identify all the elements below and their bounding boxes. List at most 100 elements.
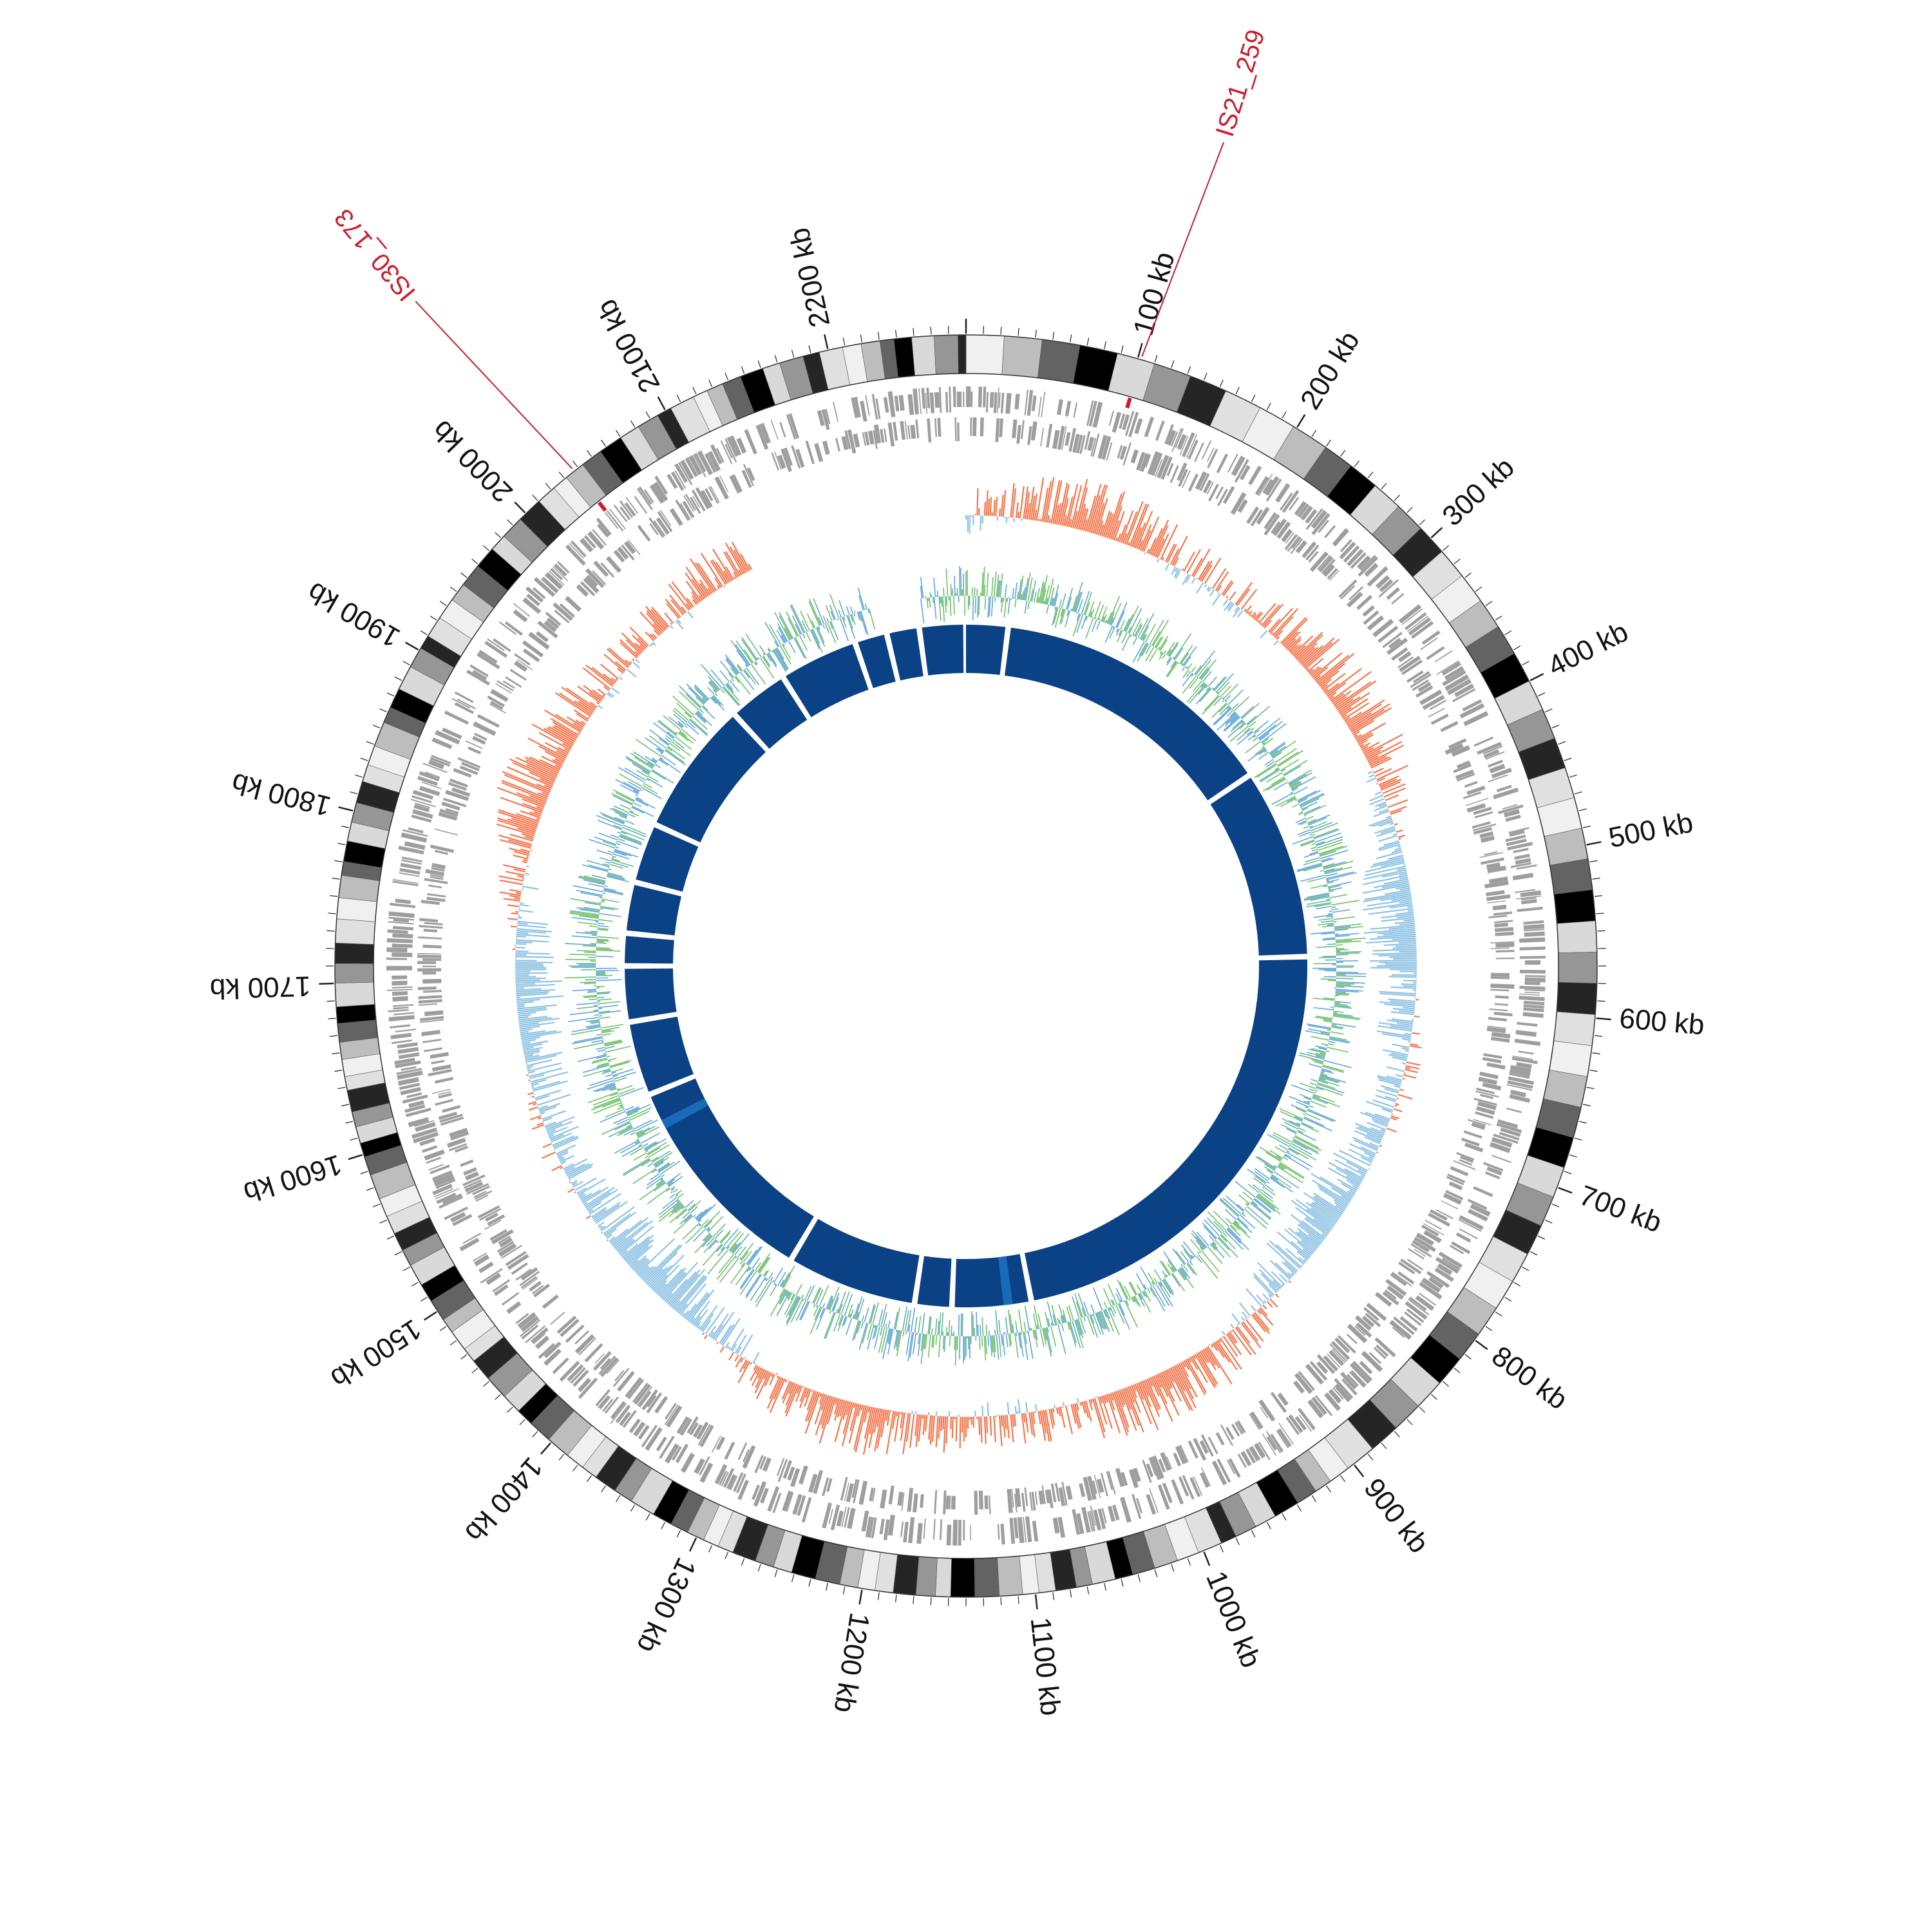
gc-skew-bar — [632, 661, 641, 669]
cds-reverse-feature — [442, 797, 467, 808]
gc-content-bar — [920, 598, 925, 624]
gc-skew-bar — [568, 1166, 593, 1180]
cds-reverse-feature — [1361, 1315, 1375, 1327]
gc-skew-bar — [1336, 1168, 1362, 1183]
gc-content-bar — [596, 979, 622, 981]
cds-reverse-feature — [1052, 430, 1060, 450]
gc-skew-bar — [615, 1220, 654, 1251]
gc-skew-bar — [600, 1225, 606, 1230]
cds-forward-feature — [900, 1521, 904, 1537]
gc-content-bar — [740, 1269, 755, 1290]
gc-content-bar — [1139, 613, 1155, 639]
gc-skew-bar — [1104, 1394, 1109, 1403]
gc-content-bar — [1159, 639, 1168, 651]
cds-forward-feature — [1328, 1388, 1342, 1404]
cds-reverse-feature — [777, 1459, 788, 1482]
gc-content-bar — [1315, 1086, 1323, 1091]
cds-forward-feature — [1524, 931, 1545, 937]
gc-content-bar — [772, 650, 787, 672]
cds-reverse-feature — [1477, 1101, 1497, 1110]
gc-content-bar — [601, 1041, 604, 1043]
gc-content-bar — [1152, 1285, 1166, 1307]
gc-skew-bar — [518, 1017, 552, 1023]
cds-reverse-feature — [522, 649, 540, 663]
gc-content-bar — [1241, 703, 1260, 719]
gc-skew-bar — [1294, 632, 1323, 659]
gc-content-bar — [1162, 1270, 1167, 1278]
gc-content-bar — [833, 1314, 841, 1332]
gc-content-bar — [1073, 582, 1083, 612]
cds-forward-feature — [1515, 895, 1542, 900]
cds-reverse-feature — [1173, 1452, 1182, 1466]
cds-forward-feature — [625, 496, 639, 514]
gc-content-bar — [1244, 1207, 1246, 1209]
cds-reverse-feature — [795, 448, 805, 468]
cds-reverse-feature — [1414, 1248, 1426, 1257]
gc-content-bar — [853, 612, 856, 617]
cds-forward-feature — [553, 566, 569, 582]
gc-content-bar — [625, 755, 651, 773]
gc-skew-bar — [1370, 858, 1405, 868]
gc-content-bar — [1317, 1082, 1336, 1090]
gc-content-bar — [672, 1188, 678, 1193]
cds-forward-feature — [552, 1357, 569, 1374]
gc-content-bar — [1303, 859, 1321, 866]
gc-skew-bar — [1181, 1361, 1186, 1368]
cds-reverse-feature — [700, 489, 713, 508]
gc-skew-bar — [1108, 491, 1126, 539]
gc-skew-bar — [1312, 652, 1343, 678]
gc-skew-bar — [1036, 477, 1045, 521]
gc-content-bar — [627, 781, 641, 790]
gc-skew-bar — [697, 1325, 701, 1329]
gc-skew-bar — [862, 1406, 875, 1455]
gc-skew-bar — [1139, 524, 1152, 551]
gc-content-bar — [887, 1320, 891, 1329]
gc-content-bar — [991, 1335, 994, 1353]
gc-content-bar — [1253, 1198, 1271, 1213]
cds-reverse-feature — [1397, 656, 1414, 668]
minor-tick — [1154, 355, 1158, 363]
gc-content-bar — [652, 769, 674, 784]
cds-forward-feature — [715, 448, 724, 463]
cds-forward-feature — [392, 996, 408, 1002]
gc-skew-bar — [544, 1121, 556, 1128]
gc-content-bar — [583, 996, 598, 998]
gc-content-bar — [750, 1277, 766, 1302]
gc-content-bar — [846, 615, 856, 639]
gc-skew-bar — [1403, 1007, 1415, 1010]
gc-content-bar — [1307, 876, 1326, 883]
gc-content-bar — [1007, 598, 1009, 602]
cds-reverse-feature — [646, 1392, 663, 1414]
gc-skew-bar — [1015, 502, 1019, 518]
gc-content-bar — [1214, 707, 1233, 725]
gc-skew-bar — [1394, 920, 1415, 924]
gc-content-bar — [1220, 685, 1231, 697]
gc-content-bar — [694, 685, 709, 701]
cds-forward-feature — [1524, 960, 1540, 965]
gc-content-bar — [1289, 1120, 1300, 1126]
gc-content-bar — [1251, 727, 1255, 731]
cds-reverse-feature — [553, 602, 573, 621]
cds-forward-feature — [1092, 401, 1103, 428]
cds-forward-feature — [1340, 1372, 1358, 1390]
cds-forward-feature — [506, 1301, 522, 1314]
major-tick — [1296, 414, 1306, 428]
gc-content-bar — [659, 1200, 681, 1218]
cds-forward-feature — [466, 669, 490, 686]
gc-content-bar — [1262, 737, 1269, 744]
gc-content-bar — [726, 683, 734, 693]
cds-forward-feature — [1000, 1524, 1005, 1545]
gc-skew-bar — [1065, 496, 1074, 527]
cds-forward-feature — [428, 1164, 444, 1171]
gc-content-bar — [601, 898, 620, 903]
minor-tick — [572, 460, 578, 468]
gc-content-bar — [1189, 677, 1199, 689]
gc-skew-bar — [529, 1074, 545, 1079]
gc-skew-bar — [566, 687, 596, 710]
gc-skew-bar — [1028, 486, 1035, 520]
gc-content-bar — [658, 1198, 679, 1216]
gc-skew-bar — [557, 1151, 569, 1158]
gc-content-bar — [879, 1326, 883, 1336]
cds-forward-feature — [395, 1060, 421, 1068]
gc-skew-bar — [1185, 574, 1191, 583]
